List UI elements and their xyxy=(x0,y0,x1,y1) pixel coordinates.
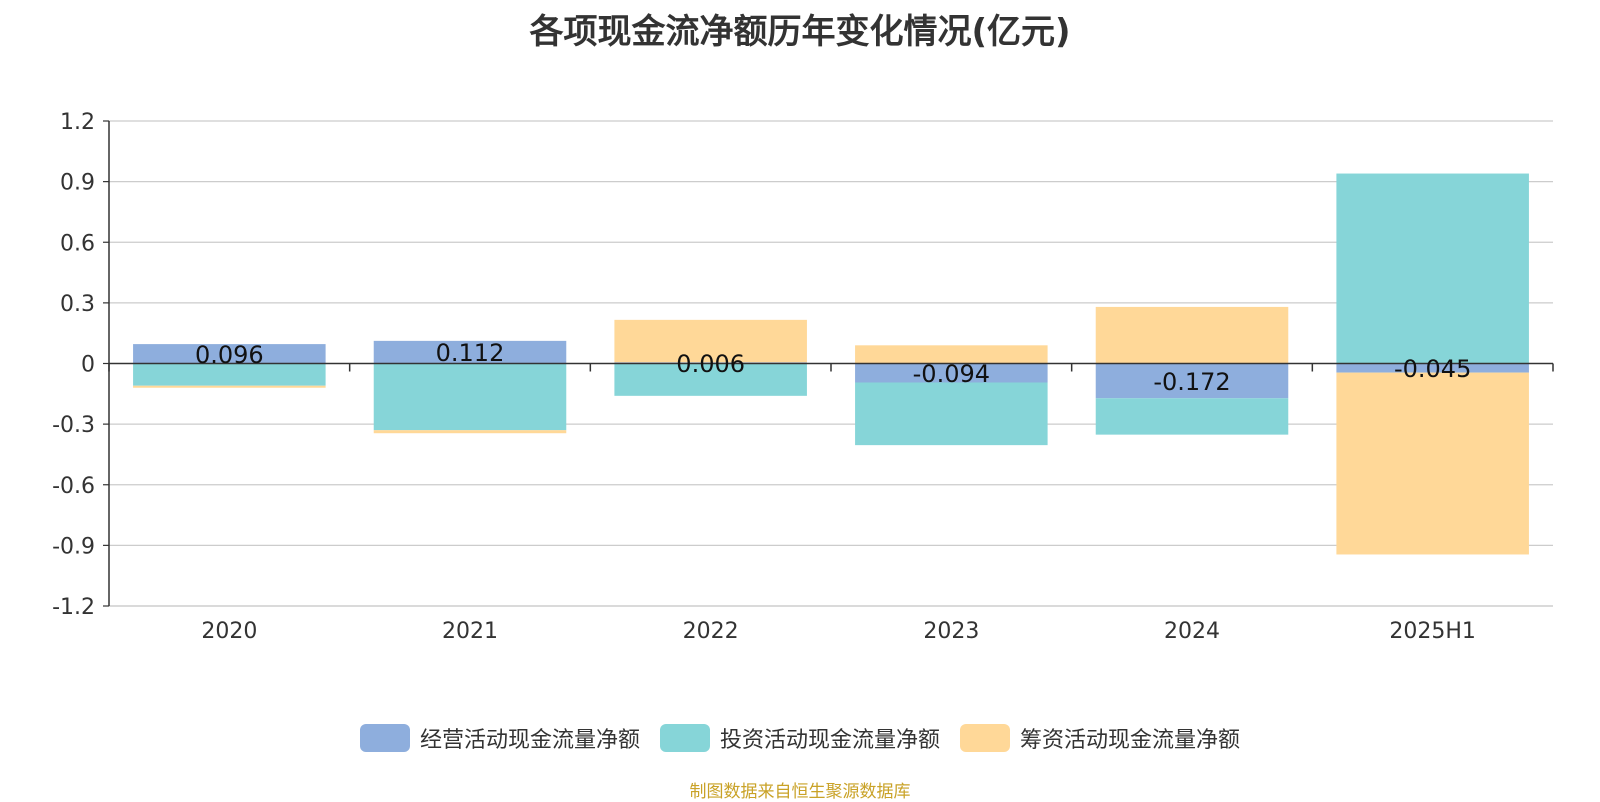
y-tick-label: 0 xyxy=(81,353,95,378)
legend-item-investing[interactable]: 投资活动现金流量净额 xyxy=(659,722,940,754)
bar-2021-series-2 xyxy=(373,430,567,434)
y-tick-label: -0.3 xyxy=(52,413,95,438)
bar-2025H1-series-0 xyxy=(1336,363,1529,373)
y-tick-label: -0.6 xyxy=(52,474,95,499)
bar-2022-series-2 xyxy=(614,319,807,363)
x-tick-label: 2024 xyxy=(1164,619,1220,644)
legend-label-financing: 筹资活动现金流量净额 xyxy=(1020,728,1241,753)
x-tick-label: 2023 xyxy=(923,619,979,644)
bar-2021-series-0 xyxy=(373,340,567,364)
source-note: 制图数据来自恒生聚源数据库 xyxy=(689,782,911,802)
bar-2024-series-1 xyxy=(1095,398,1289,435)
data-label: 0.112 xyxy=(436,339,505,367)
bar-2021-series-1 xyxy=(373,363,567,431)
data-label: -0.172 xyxy=(1153,368,1230,396)
x-tick-label: 2022 xyxy=(683,619,739,644)
bar-2023-series-2 xyxy=(855,345,1048,364)
x-tick-label: 2021 xyxy=(442,619,498,644)
legend-label-investing: 投资活动现金流量净额 xyxy=(719,728,940,753)
legend-swatch-investing xyxy=(659,724,710,752)
y-tick-label: -0.9 xyxy=(52,534,95,559)
bar-2025H1-series-1 xyxy=(1336,173,1529,364)
data-label: 0.096 xyxy=(195,341,264,369)
bar-2020-series-2 xyxy=(133,385,326,388)
legend: 经营活动现金流量净额 投资活动现金流量净额 筹资活动现金流量净额 xyxy=(0,722,1600,754)
bar-2024-series-0 xyxy=(1095,363,1289,399)
legend-label-operating: 经营活动现金流量净额 xyxy=(419,728,640,753)
bar-2020-series-0 xyxy=(133,344,326,364)
y-tick-label: 0.9 xyxy=(60,171,95,196)
x-tick-label: 2020 xyxy=(201,619,257,644)
y-tick-label: 0.6 xyxy=(60,231,95,256)
data-label: -0.045 xyxy=(1394,355,1471,383)
chart-title: 各项现金流净额历年变化情况(亿元) xyxy=(529,12,1071,52)
legend-item-operating[interactable]: 经营活动现金流量净额 xyxy=(359,722,640,754)
y-tick-label: -1.2 xyxy=(52,595,95,620)
bar-2024-series-2 xyxy=(1095,306,1289,364)
bar-2023-series-0 xyxy=(855,363,1048,383)
x-tick-label: 2025H1 xyxy=(1389,619,1476,644)
legend-swatch-operating xyxy=(359,724,410,752)
bar-2022-series-1 xyxy=(614,363,807,396)
legend-swatch-financing xyxy=(960,724,1010,752)
data-label: -0.094 xyxy=(913,360,990,388)
y-tick-label: 1.2 xyxy=(60,110,95,135)
bar-2023-series-1 xyxy=(855,382,1048,446)
data-label: 0.006 xyxy=(676,350,745,378)
bar-2020-series-1 xyxy=(133,363,326,386)
legend-item-financing[interactable]: 筹资活动现金流量净额 xyxy=(960,722,1240,754)
y-tick-label: 0.3 xyxy=(60,292,95,317)
bar-2025H1-series-2 xyxy=(1336,372,1529,555)
